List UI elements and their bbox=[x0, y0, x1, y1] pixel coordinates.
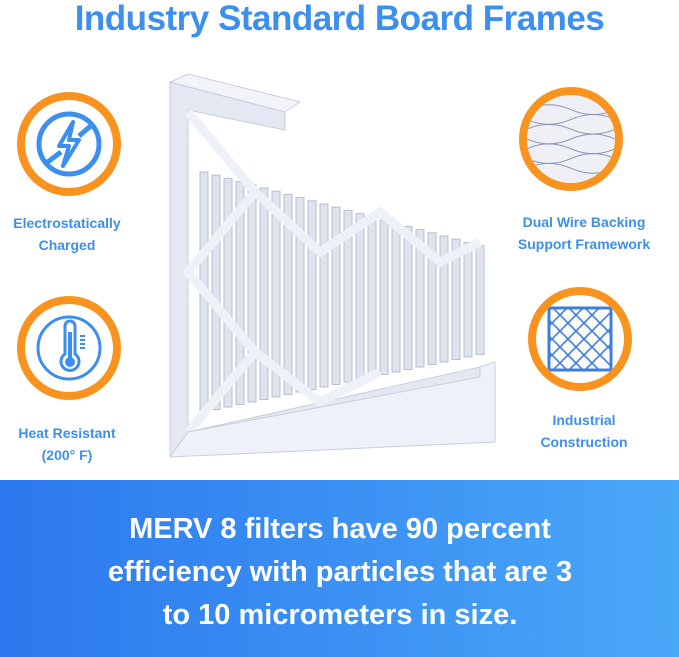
pleat bbox=[271, 190, 281, 398]
banner-text: MERV 8 filters have 90 percent efficienc… bbox=[60, 508, 620, 637]
pleat bbox=[211, 174, 221, 410]
pleat bbox=[259, 187, 269, 400]
banner-line: efficiency with particles that are 3 bbox=[107, 556, 573, 588]
label-line: Heat Resistant bbox=[18, 425, 116, 441]
feature-industrial bbox=[528, 287, 632, 391]
label-line: (200° F) bbox=[41, 447, 93, 463]
pleat bbox=[223, 177, 233, 408]
label-line: Industrial bbox=[552, 412, 616, 428]
label-line: Construction bbox=[540, 434, 628, 450]
pleat bbox=[391, 222, 401, 373]
page-title: Industry Standard Board Frames bbox=[74, 0, 605, 38]
pleat bbox=[319, 203, 329, 388]
banner-line: MERV 8 filters have 90 percent bbox=[129, 513, 551, 545]
label-line: Support Framework bbox=[517, 236, 651, 252]
lightning-prohibited-icon bbox=[36, 111, 102, 177]
feature-label: Dual Wire Backing Support Framework bbox=[499, 211, 669, 255]
feature-heat bbox=[17, 296, 121, 400]
feature-wire bbox=[519, 87, 623, 191]
feature-label: Heat Resistant (200° F) bbox=[0, 422, 152, 466]
pleat bbox=[379, 219, 389, 375]
banner-line: to 10 micrometers in size. bbox=[162, 599, 518, 631]
thermometer-icon bbox=[36, 315, 102, 381]
label-line: Charged bbox=[38, 237, 96, 253]
pleat bbox=[427, 232, 437, 365]
pleat bbox=[355, 213, 365, 380]
pleat bbox=[415, 229, 425, 368]
label-line: Electrostatically bbox=[13, 215, 121, 231]
pleat bbox=[331, 206, 341, 385]
feature-label: Electrostatically Charged bbox=[0, 212, 152, 256]
pleat bbox=[451, 238, 461, 360]
feature-label: Industrial Construction bbox=[499, 409, 669, 453]
label-line: Dual Wire Backing bbox=[522, 214, 646, 230]
pleat bbox=[283, 193, 293, 396]
pleat bbox=[307, 200, 317, 390]
grid-mesh-icon bbox=[547, 306, 613, 372]
wire-mesh-photo bbox=[527, 95, 615, 183]
pleat bbox=[463, 241, 473, 358]
feature-electrostatic bbox=[17, 92, 121, 196]
pleat bbox=[439, 235, 449, 363]
pleat bbox=[403, 225, 413, 370]
pleat bbox=[343, 209, 353, 383]
pleat bbox=[235, 181, 245, 405]
pleat bbox=[367, 216, 377, 378]
pleat bbox=[247, 184, 257, 403]
pleat bbox=[475, 245, 485, 356]
air-filter-image: (function(){var g=document.getElementByI… bbox=[168, 73, 496, 458]
info-banner: MERV 8 filters have 90 percent efficienc… bbox=[0, 480, 679, 657]
